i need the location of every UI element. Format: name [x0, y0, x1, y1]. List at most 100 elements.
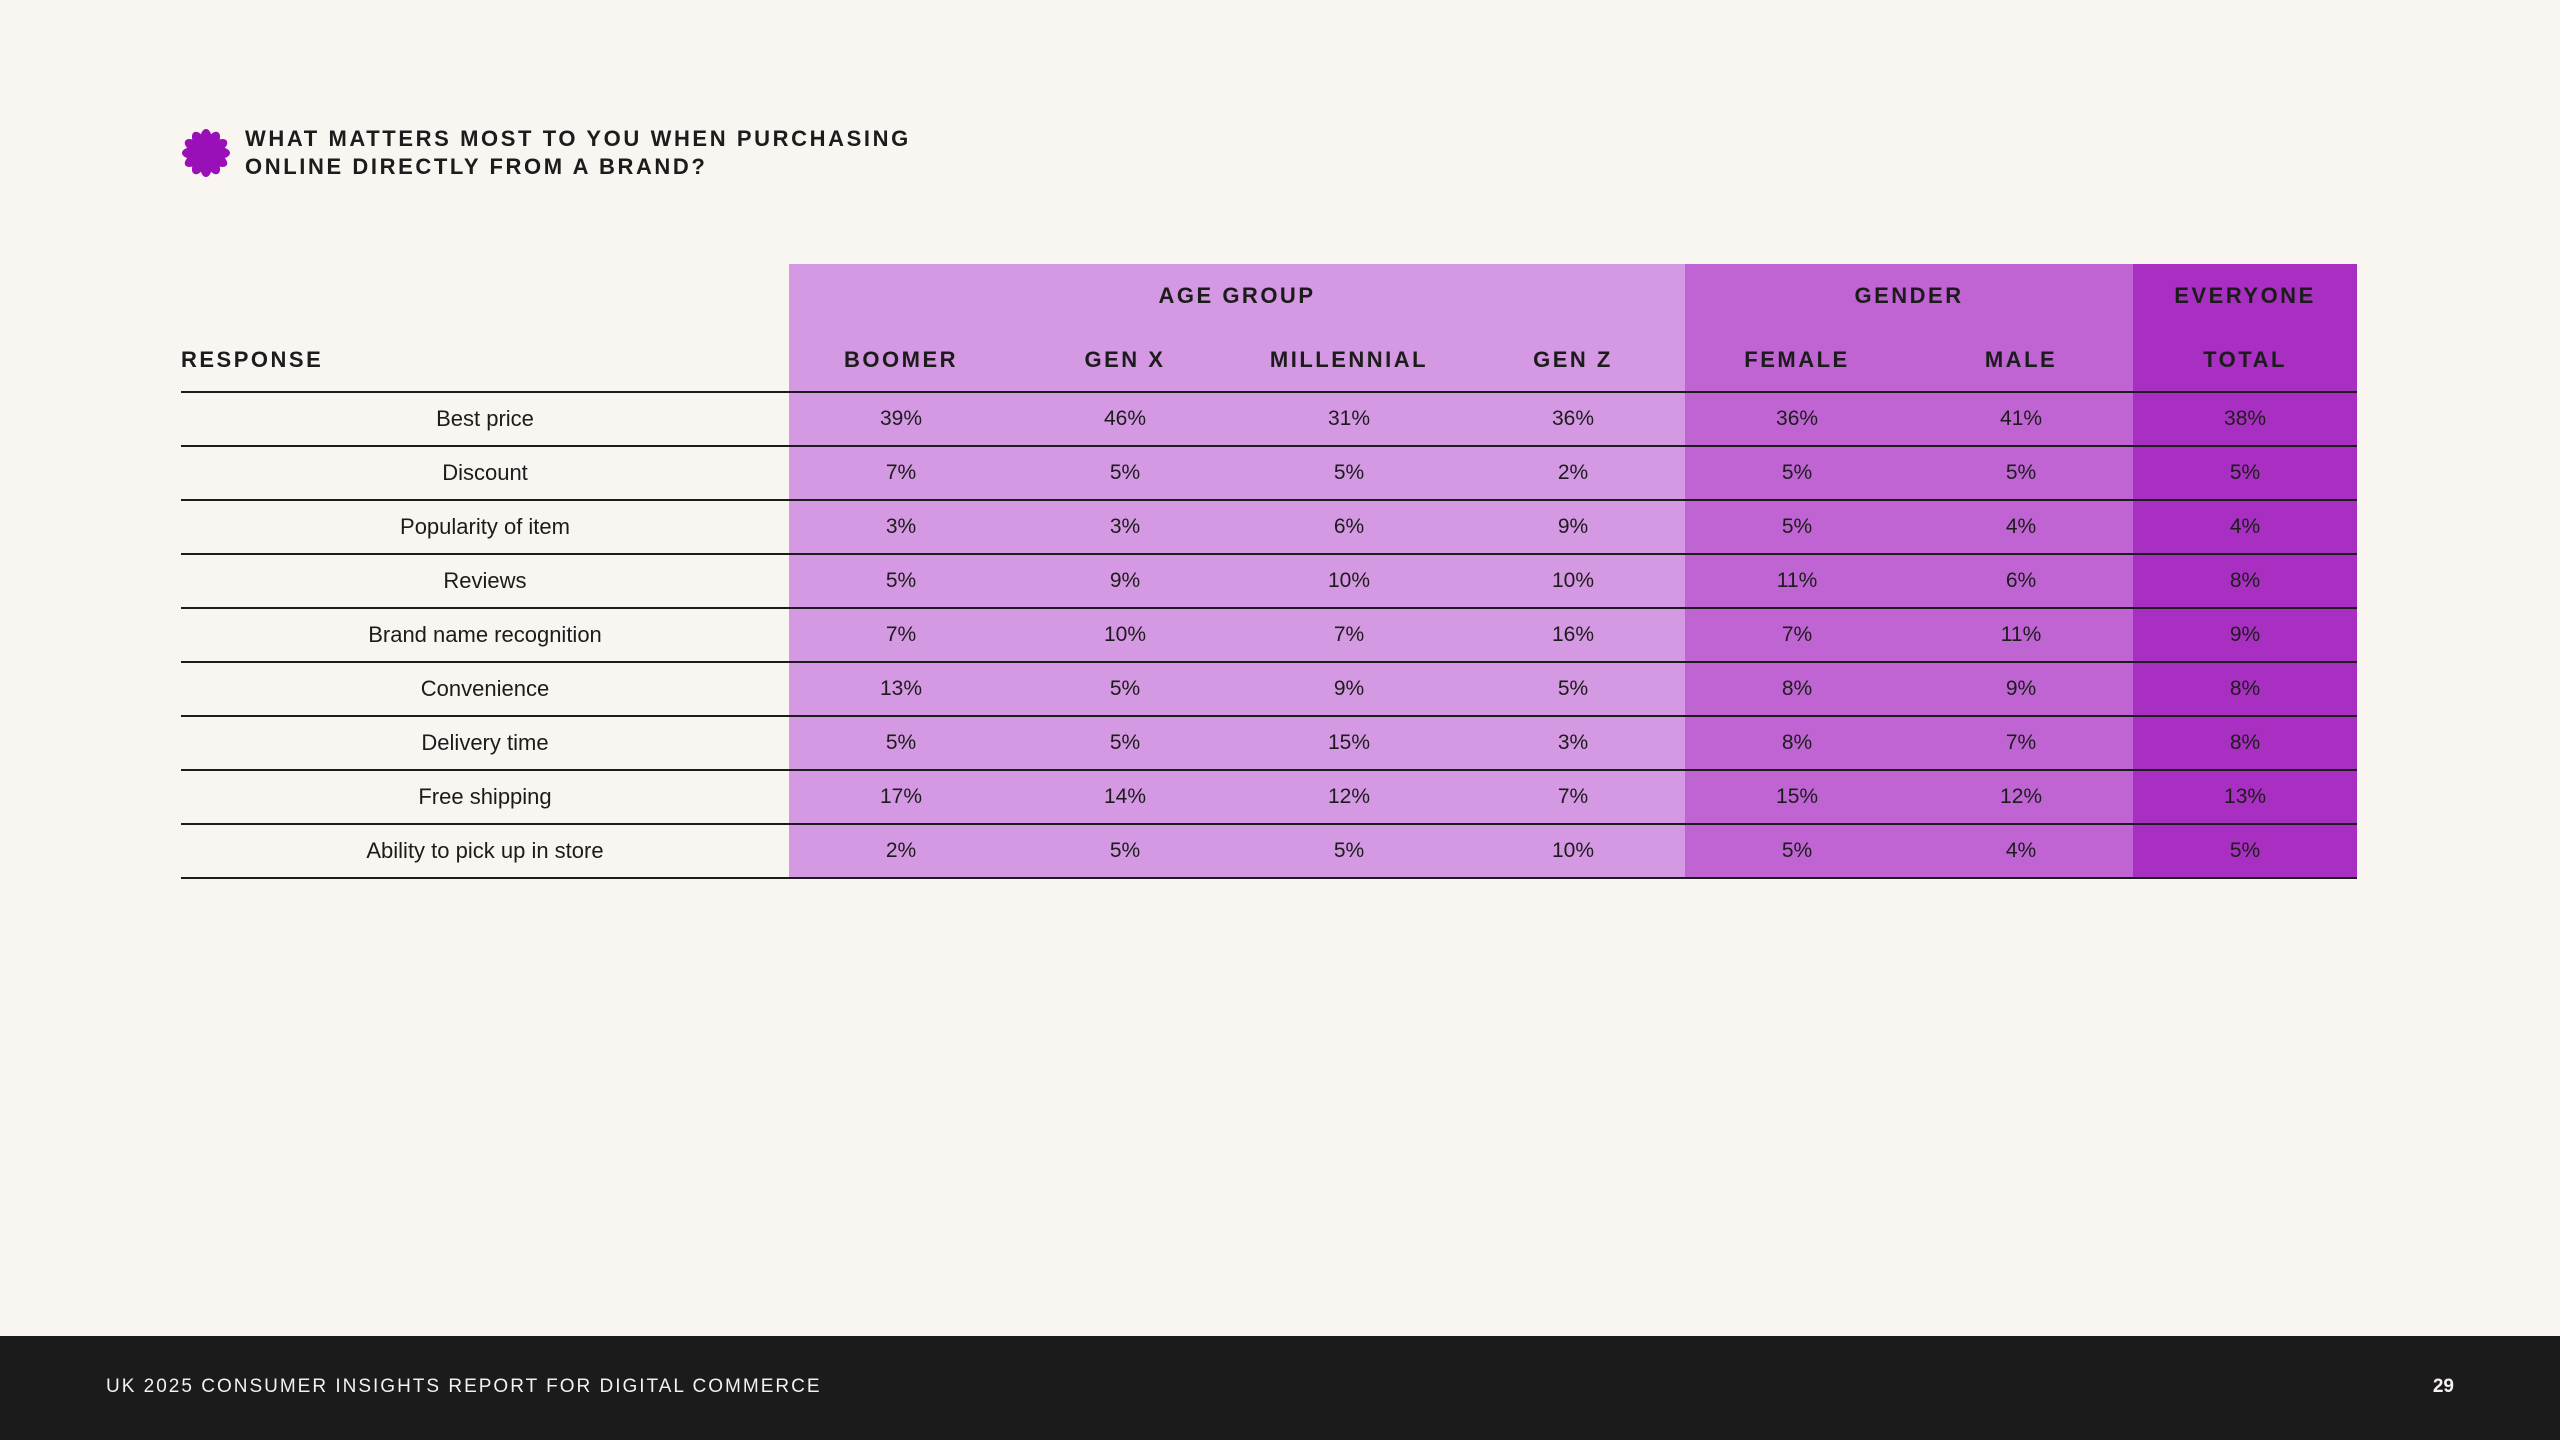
cell-total: 5% [2133, 824, 2358, 879]
cell-male: 6% [1909, 554, 2134, 609]
cell-genz: 36% [1461, 392, 1686, 447]
group-header-gender: GENDER [1685, 264, 2134, 328]
cell-total: 4% [2133, 500, 2358, 555]
cell-female: 15% [1685, 770, 1910, 825]
cell-female: 8% [1685, 662, 1910, 717]
table-row: Popularity of item 3% 3% 6% 9% 5% 4% 4% [181, 500, 2358, 555]
column-header-genx: GEN X [1013, 328, 1237, 393]
group-header-everyone: EVERYONE [2133, 264, 2358, 328]
table-row: Discount 7% 5% 5% 2% 5% 5% 5% [181, 446, 2358, 501]
cell-millennial: 5% [1237, 824, 1461, 879]
column-header-female: FEMALE [1685, 328, 1910, 393]
response-label: Delivery time [181, 716, 789, 771]
column-header-row: RESPONSE BOOMER GEN X MILLENNIAL GEN Z F… [181, 328, 2358, 393]
cell-genx: 10% [1013, 608, 1237, 663]
question-title-line-2: ONLINE DIRECTLY FROM A BRAND? [245, 154, 708, 179]
cell-total: 8% [2133, 662, 2358, 717]
table-body: Best price 39% 46% 31% 36% 36% 41% 38% Discount 7… [181, 392, 2358, 879]
cell-millennial: 15% [1237, 716, 1461, 771]
cell-millennial: 10% [1237, 554, 1461, 609]
cell-genz: 3% [1461, 716, 1686, 771]
group-header-row: AGE GROUP GENDER EVERYONE [181, 264, 2358, 328]
table-row: Free shipping 17% 14% 12% 7% 15% 12% 13% [181, 770, 2358, 825]
group-header-blank [181, 264, 789, 328]
cell-total: 13% [2133, 770, 2358, 825]
cell-male: 9% [1909, 662, 2134, 717]
cell-genz: 10% [1461, 824, 1686, 879]
column-header-genz: GEN Z [1461, 328, 1686, 393]
cell-boomer: 3% [789, 500, 1013, 555]
page-number: 29 [2432, 1376, 2454, 1397]
cell-boomer: 13% [789, 662, 1013, 717]
cell-millennial: 9% [1237, 662, 1461, 717]
question-title: WHAT MATTERS MOST TO YOU WHEN PURCHASING… [245, 125, 911, 181]
cell-genz: 2% [1461, 446, 1686, 501]
cell-millennial: 31% [1237, 392, 1461, 447]
cell-genx: 5% [1013, 824, 1237, 879]
table-row: Convenience 13% 5% 9% 5% 8% 9% 8% [181, 662, 2358, 717]
cell-genx: 3% [1013, 500, 1237, 555]
response-label: Reviews [181, 554, 789, 609]
cell-female: 11% [1685, 554, 1910, 609]
flower-icon [182, 129, 230, 177]
cell-boomer: 5% [789, 716, 1013, 771]
table-row: Best price 39% 46% 31% 36% 36% 41% 38% [181, 392, 2358, 447]
cell-male: 7% [1909, 716, 2134, 771]
cell-total: 8% [2133, 554, 2358, 609]
question-title-line-1: WHAT MATTERS MOST TO YOU WHEN PURCHASING [245, 126, 911, 151]
cell-total: 9% [2133, 608, 2358, 663]
cell-millennial: 5% [1237, 446, 1461, 501]
response-label: Convenience [181, 662, 789, 717]
cell-boomer: 39% [789, 392, 1013, 447]
cell-genz: 7% [1461, 770, 1686, 825]
cell-male: 5% [1909, 446, 2134, 501]
group-header-age: AGE GROUP [789, 264, 1686, 328]
response-label: Best price [181, 392, 789, 447]
cell-millennial: 6% [1237, 500, 1461, 555]
cell-female: 5% [1685, 446, 1910, 501]
cell-millennial: 7% [1237, 608, 1461, 663]
cell-female: 5% [1685, 500, 1910, 555]
column-header-millennial: MILLENNIAL [1237, 328, 1461, 393]
cell-genz: 5% [1461, 662, 1686, 717]
response-label: Popularity of item [181, 500, 789, 555]
cell-genz: 10% [1461, 554, 1686, 609]
table-row: Reviews 5% 9% 10% 10% 11% 6% 8% [181, 554, 2358, 609]
cell-boomer: 2% [789, 824, 1013, 879]
cell-genx: 46% [1013, 392, 1237, 447]
cell-millennial: 12% [1237, 770, 1461, 825]
cell-female: 36% [1685, 392, 1910, 447]
cell-genx: 5% [1013, 446, 1237, 501]
cell-female: 7% [1685, 608, 1910, 663]
table-row: Ability to pick up in store 2% 5% 5% 10% 5% 4%… [181, 824, 2358, 879]
table-row: Brand name recognition 7% 10% 7% 16% 7% 11% 9% [181, 608, 2358, 663]
column-header-male: MALE [1909, 328, 2134, 393]
response-label: Ability to pick up in store [181, 824, 789, 879]
column-header-total: TOTAL [2133, 328, 2358, 393]
response-label: Brand name recognition [181, 608, 789, 663]
cell-boomer: 17% [789, 770, 1013, 825]
cell-male: 4% [1909, 500, 2134, 555]
cell-genz: 9% [1461, 500, 1686, 555]
cell-genx: 14% [1013, 770, 1237, 825]
column-header-response: RESPONSE [181, 328, 789, 393]
cell-boomer: 7% [789, 608, 1013, 663]
cell-female: 5% [1685, 824, 1910, 879]
cell-total: 5% [2133, 446, 2358, 501]
cell-genx: 9% [1013, 554, 1237, 609]
cell-male: 12% [1909, 770, 2134, 825]
cell-total: 38% [2133, 392, 2358, 447]
cell-male: 41% [1909, 392, 2134, 447]
footer-bar: UK 2025 CONSUMER INSIGHTS REPORT FOR DIG… [0, 1336, 2560, 1440]
cell-boomer: 5% [789, 554, 1013, 609]
cell-genx: 5% [1013, 716, 1237, 771]
footer-report-title: UK 2025 CONSUMER INSIGHTS REPORT FOR DIG… [106, 1376, 822, 1397]
cell-boomer: 7% [789, 446, 1013, 501]
column-header-boomer: BOOMER [789, 328, 1013, 393]
cell-genx: 5% [1013, 662, 1237, 717]
response-label: Discount [181, 446, 789, 501]
slide-heading: WHAT MATTERS MOST TO YOU WHEN PURCHASING… [181, 125, 911, 181]
cell-female: 8% [1685, 716, 1910, 771]
results-table: AGE GROUP GENDER EVERYONE RESPONSE BOOME… [181, 264, 2358, 879]
cell-male: 11% [1909, 608, 2134, 663]
